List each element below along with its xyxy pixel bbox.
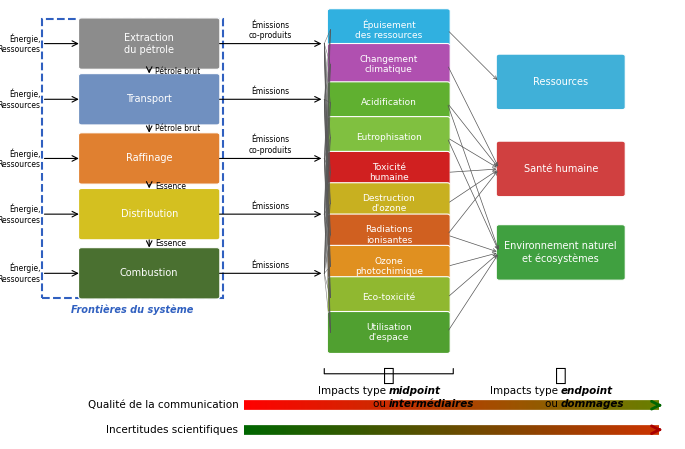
Text: intermédiaires: intermédiaires xyxy=(389,399,474,409)
FancyBboxPatch shape xyxy=(79,18,220,69)
FancyBboxPatch shape xyxy=(327,246,450,287)
Text: Qualité de la communication: Qualité de la communication xyxy=(88,400,238,410)
FancyBboxPatch shape xyxy=(79,189,220,240)
Text: endpoint: endpoint xyxy=(561,386,613,396)
Text: Eutrophisation: Eutrophisation xyxy=(356,133,422,142)
Text: ⌣: ⌣ xyxy=(555,366,566,385)
Text: Émissions: Émissions xyxy=(251,87,290,96)
Text: midpoint: midpoint xyxy=(389,386,440,396)
FancyBboxPatch shape xyxy=(327,312,450,353)
FancyBboxPatch shape xyxy=(79,74,220,125)
FancyBboxPatch shape xyxy=(327,183,450,224)
Text: Émissions
co-produits: Émissions co-produits xyxy=(249,136,292,155)
Text: Santé humaine: Santé humaine xyxy=(523,164,598,174)
Text: Énergie,
Ressources: Énergie, Ressources xyxy=(0,89,40,110)
FancyBboxPatch shape xyxy=(327,44,450,85)
Text: Ressources: Ressources xyxy=(533,77,588,87)
Text: ou: ou xyxy=(373,399,389,409)
Text: Pétrole brut: Pétrole brut xyxy=(155,67,201,76)
FancyBboxPatch shape xyxy=(496,54,625,110)
FancyBboxPatch shape xyxy=(327,151,450,194)
Text: Émissions: Émissions xyxy=(251,202,290,211)
Text: Impacts type: Impacts type xyxy=(318,386,389,396)
FancyBboxPatch shape xyxy=(79,248,220,299)
FancyBboxPatch shape xyxy=(327,214,450,256)
Text: Acidification: Acidification xyxy=(361,98,416,107)
Text: Transport: Transport xyxy=(126,94,172,104)
Text: Énergie,
Ressources: Énergie, Ressources xyxy=(0,263,40,284)
Text: Incertitudes scientifiques: Incertitudes scientifiques xyxy=(106,425,238,435)
Text: ou: ou xyxy=(545,399,561,409)
Text: Environnement naturel
et écosystèmes: Environnement naturel et écosystèmes xyxy=(504,241,617,264)
Text: Épuisement
des ressources: Épuisement des ressources xyxy=(355,19,423,40)
Text: Utilisation
d'espace: Utilisation d'espace xyxy=(366,323,412,342)
Text: Énergie,
Ressources: Énergie, Ressources xyxy=(0,33,40,54)
Text: Impacts type: Impacts type xyxy=(490,386,561,396)
Text: Radiations
ionisantes: Radiations ionisantes xyxy=(365,225,412,245)
Text: dommages: dommages xyxy=(561,399,624,409)
FancyBboxPatch shape xyxy=(327,9,450,51)
Text: Énergie,
Ressources: Énergie, Ressources xyxy=(0,148,40,169)
Text: Eco-toxicité: Eco-toxicité xyxy=(362,293,415,302)
Text: Raffinage: Raffinage xyxy=(126,154,173,163)
Bar xyxy=(42,19,223,298)
FancyBboxPatch shape xyxy=(496,224,625,280)
FancyBboxPatch shape xyxy=(327,82,450,124)
Text: Changement
climatique: Changement climatique xyxy=(360,55,418,74)
Text: Extraction
du pétrole: Extraction du pétrole xyxy=(124,32,174,55)
Text: Distribution: Distribution xyxy=(121,209,178,219)
FancyBboxPatch shape xyxy=(327,277,450,319)
Text: Toxicité
humaine: Toxicité humaine xyxy=(369,163,409,182)
Text: Frontières du système: Frontières du système xyxy=(71,304,193,315)
FancyBboxPatch shape xyxy=(327,117,450,158)
FancyBboxPatch shape xyxy=(79,133,220,184)
Text: ⌣: ⌣ xyxy=(383,366,395,385)
FancyBboxPatch shape xyxy=(496,141,625,197)
Text: Émissions
co-produits: Émissions co-produits xyxy=(249,21,292,40)
Text: Pétrole brut: Pétrole brut xyxy=(155,124,201,133)
Text: Émissions: Émissions xyxy=(251,261,290,270)
Text: Essence: Essence xyxy=(155,182,186,191)
Text: Énergie,
Ressources: Énergie, Ressources xyxy=(0,204,40,224)
Text: Destruction
d'ozone: Destruction d'ozone xyxy=(362,194,415,213)
Text: Combustion: Combustion xyxy=(120,269,179,278)
Text: Essence: Essence xyxy=(155,239,186,248)
Text: Ozone
photochimique: Ozone photochimique xyxy=(355,257,423,276)
